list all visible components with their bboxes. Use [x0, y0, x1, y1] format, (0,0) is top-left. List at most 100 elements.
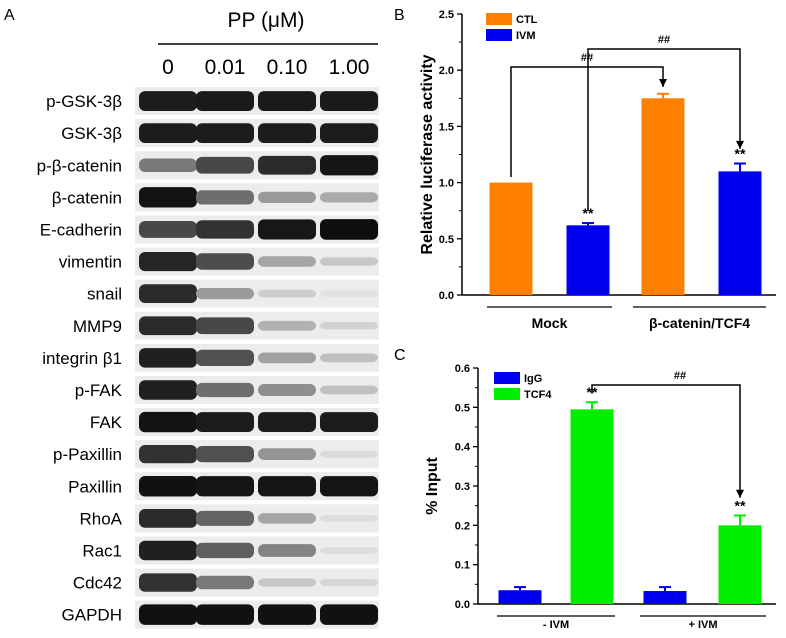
- band: [139, 123, 197, 144]
- band: [320, 547, 378, 554]
- y-tick-label: 0.3: [455, 481, 470, 493]
- blot-row-label: Rac1: [82, 541, 122, 560]
- band: [258, 448, 316, 460]
- panel-a-letter: A: [4, 7, 15, 24]
- legend-swatch-ctl: [486, 13, 512, 25]
- band: [320, 476, 378, 497]
- blot-row-p-gsk-3: p-GSK-3β: [46, 87, 379, 116]
- y-tick-label: 0.0: [455, 599, 470, 611]
- band: [139, 221, 197, 238]
- panel-c-letter: C: [394, 347, 406, 364]
- y-tick-label: 0.5: [439, 234, 454, 246]
- blot-row-vimentin: vimentin: [59, 247, 379, 276]
- band: [196, 220, 254, 239]
- blot-row-rac1: Rac1: [82, 536, 379, 565]
- band: [258, 578, 316, 587]
- band: [258, 383, 316, 396]
- significance-mark: **: [735, 145, 746, 161]
- y-tick-label: 0.4: [455, 442, 471, 454]
- band: [320, 604, 378, 625]
- bar-ivm-catenin-tcf4: [718, 171, 762, 295]
- band: [139, 316, 197, 336]
- band: [196, 575, 254, 590]
- blot-row-label: vimentin: [59, 253, 122, 272]
- blot-row-gapdh: GAPDH: [62, 600, 379, 629]
- band: [139, 348, 197, 368]
- band: [196, 604, 254, 625]
- band: [320, 219, 378, 240]
- y-tick-label: 2.5: [439, 9, 454, 21]
- bar-tcf4-ivm: [570, 409, 614, 604]
- dose-label: 0: [162, 56, 174, 79]
- band: [196, 91, 254, 112]
- blot-row-label: p-FAK: [75, 381, 123, 400]
- band: [258, 191, 316, 203]
- band: [320, 91, 378, 112]
- legend-label-igg: IgG: [524, 373, 542, 385]
- band: [320, 155, 378, 176]
- band: [139, 251, 197, 272]
- y-tick-label: 0.1: [455, 560, 470, 572]
- band: [139, 284, 197, 304]
- y-tick-label: 1.5: [439, 121, 454, 133]
- panel-c-chip-chart: C 0.00.10.20.30.40.50.6% Input****- IVM +…: [394, 347, 776, 631]
- band: [139, 508, 197, 528]
- y-axis-label: % Input: [424, 456, 441, 514]
- band: [196, 123, 254, 144]
- panel-a-western-blot: A PP (μM) 0 0.01 0.10 1.00 p-GSK-3βGSK-3βp-…: [4, 7, 379, 629]
- band: [320, 257, 378, 266]
- blot-row-gsk-3: GSK-3β: [61, 119, 379, 148]
- band: [139, 380, 197, 400]
- y-tick-label: 2.0: [439, 65, 454, 77]
- blot-row-mmp9: MMP9: [73, 311, 379, 340]
- blot-row-label: E-cadherin: [40, 220, 122, 239]
- band: [196, 510, 254, 526]
- dose-label: 1.00: [329, 56, 370, 79]
- band: [258, 256, 316, 267]
- band: [258, 155, 316, 175]
- blot-row-label: p-Paxillin: [53, 445, 122, 464]
- blot-row-label: integrin β1: [42, 349, 122, 368]
- group-label: - IVM: [543, 619, 569, 631]
- band: [139, 475, 197, 497]
- band: [139, 445, 197, 464]
- blot-row-label: GAPDH: [62, 606, 122, 625]
- band: [139, 411, 197, 433]
- blot-row-label: RhoA: [79, 509, 122, 528]
- band: [258, 513, 316, 524]
- bar-igg-ivm: [498, 590, 542, 604]
- band: [258, 604, 316, 625]
- bracket-mark: ##: [658, 34, 670, 46]
- group-label: Mock: [532, 315, 568, 331]
- band: [320, 450, 378, 458]
- band: [196, 382, 254, 398]
- band: [196, 253, 254, 270]
- band: [196, 190, 254, 205]
- band: [196, 446, 254, 463]
- bar-ivm-mock: [566, 225, 610, 295]
- band: [320, 123, 378, 144]
- y-tick-label: 0.5: [455, 402, 470, 414]
- y-tick-label: 0.2: [455, 520, 470, 532]
- blot-row-label: GSK-3β: [61, 124, 122, 143]
- band: [139, 158, 197, 172]
- band: [139, 91, 197, 111]
- blot-row-fak: FAK: [90, 408, 379, 437]
- blot-row-p-paxillin: p-Paxillin: [53, 440, 379, 469]
- band: [139, 187, 197, 208]
- band: [258, 476, 316, 497]
- blot-rows: p-GSK-3β GSK-3β p-β-catenin β-catenin E-cadh…: [37, 87, 379, 629]
- bracket-arrow: [736, 489, 744, 498]
- blot-row-cdc42: Cdc42: [73, 568, 379, 597]
- group-label: β-catenin/TCF4: [649, 315, 750, 331]
- band: [320, 192, 378, 203]
- bar-igg-ivm: [643, 591, 687, 604]
- band: [320, 353, 378, 363]
- significance-mark: **: [735, 498, 746, 514]
- blot-row-e-cadherin: E-cadherin: [40, 215, 379, 244]
- blot-row-label: MMP9: [73, 317, 122, 336]
- significance-bracket: [510, 66, 664, 177]
- blot-row-label: snail: [87, 285, 122, 304]
- band: [320, 290, 378, 297]
